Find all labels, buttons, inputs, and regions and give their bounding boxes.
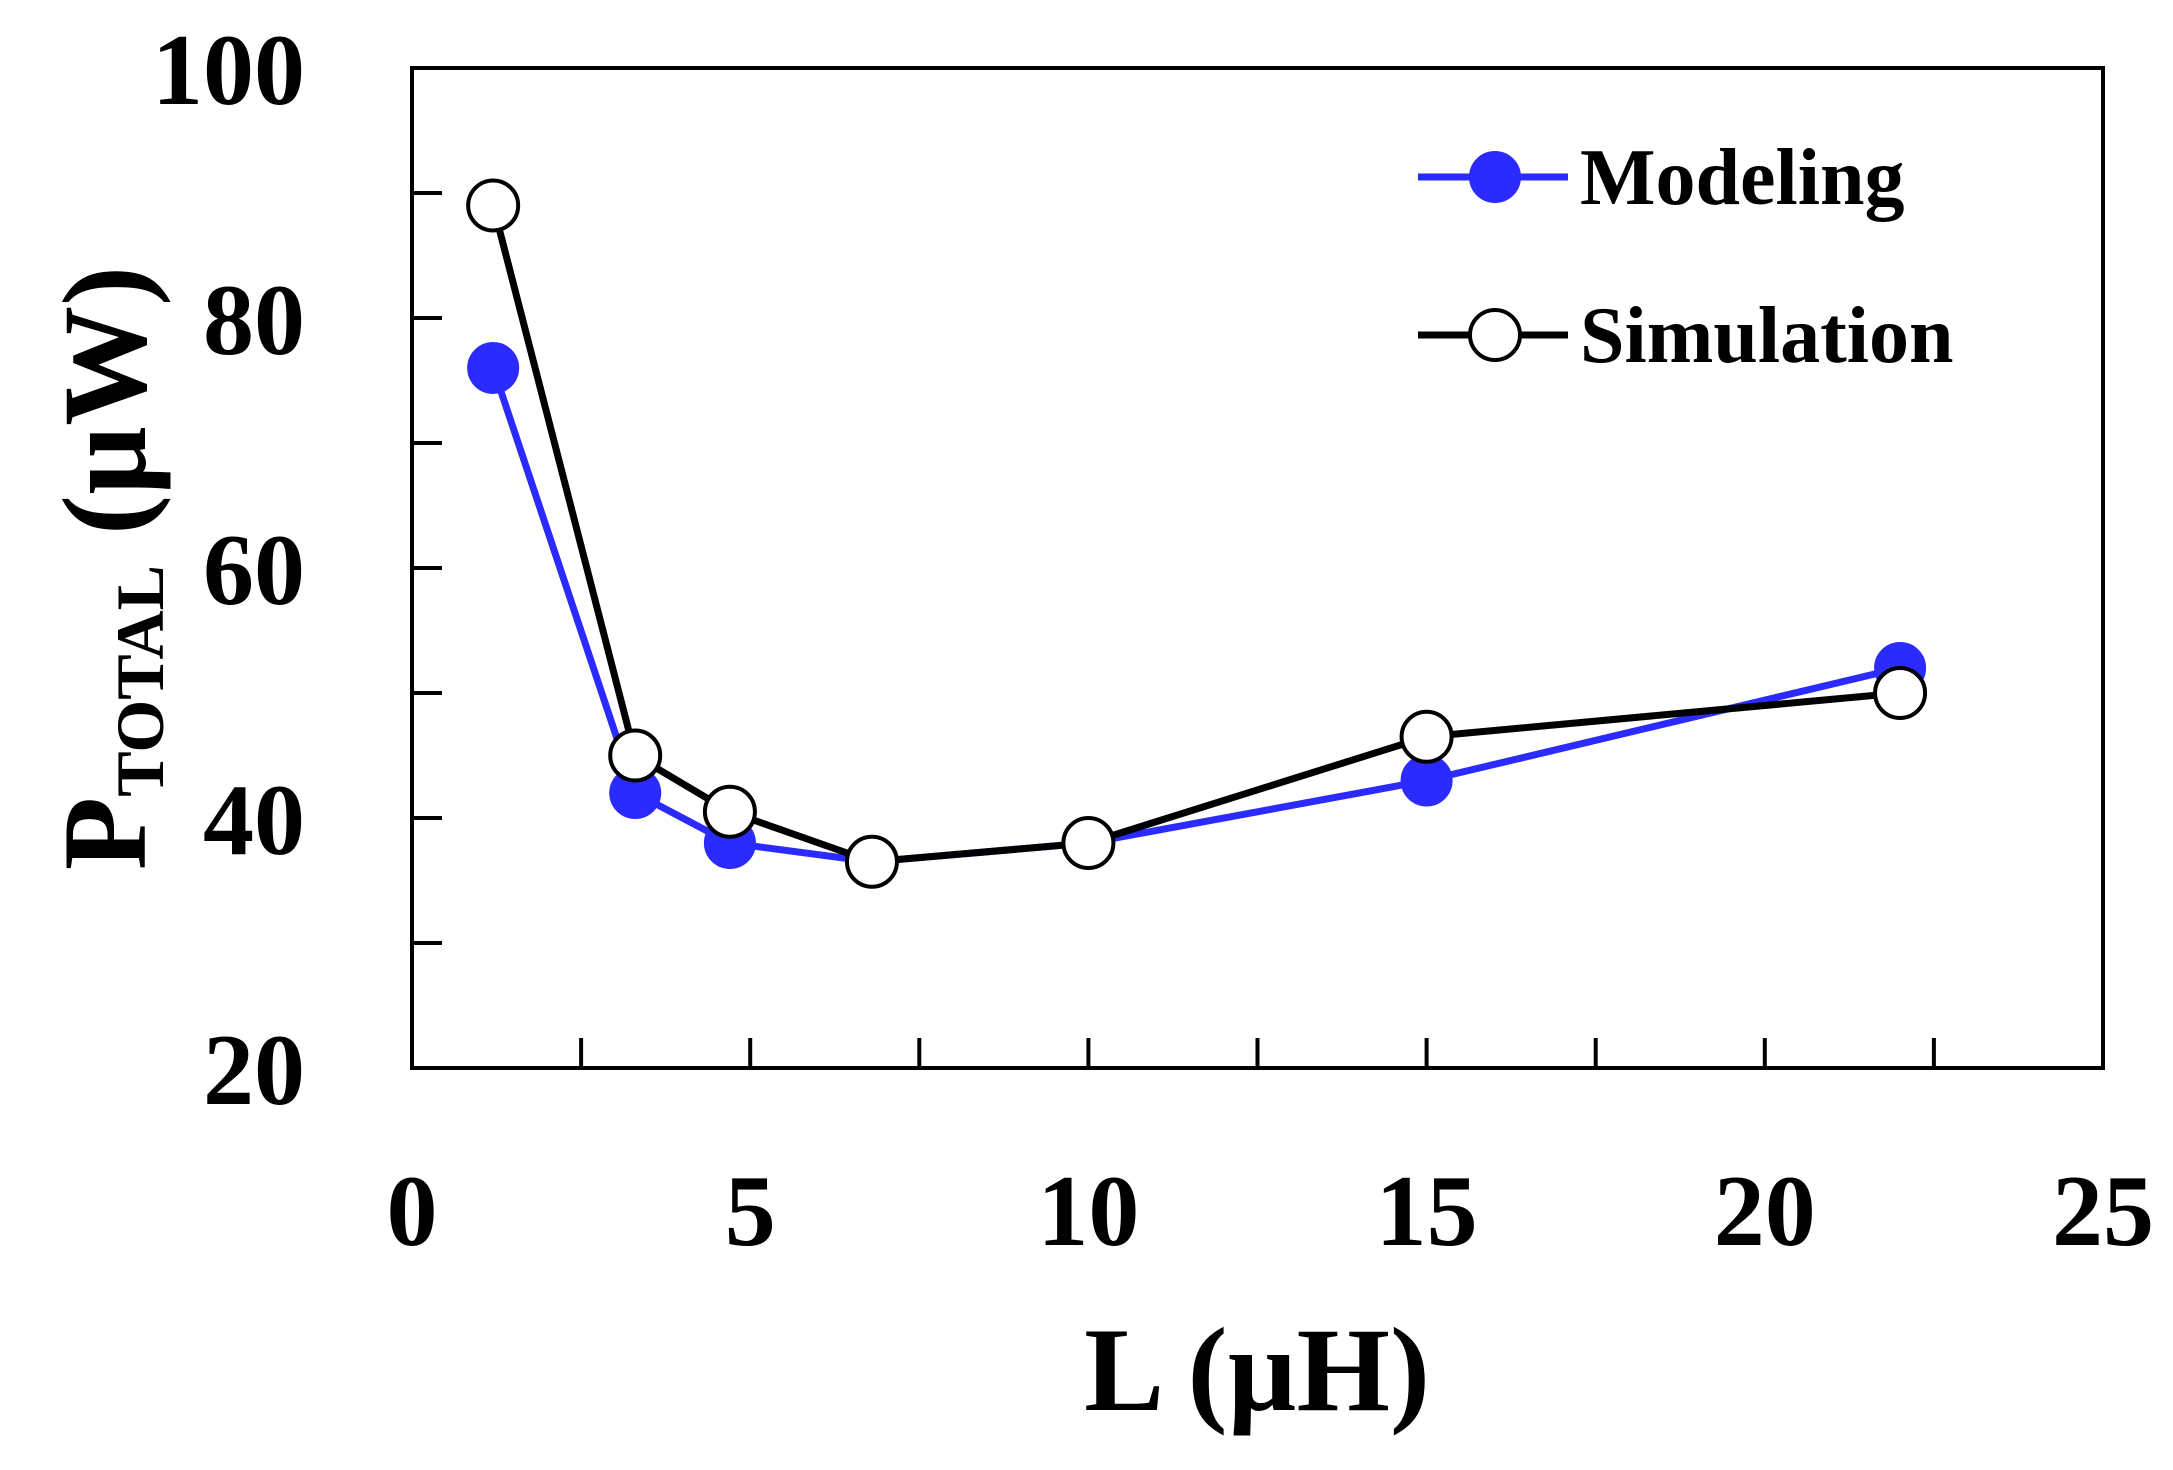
data-point-simulation [1399, 709, 1454, 764]
y-axis-title-subscript: TOTAL [102, 565, 178, 797]
y-tick-label: 60 [203, 514, 305, 627]
data-point-simulation [844, 834, 899, 889]
x-tick-label: 25 [2052, 1155, 2154, 1268]
legend-marker-modeling [1469, 151, 1521, 203]
legend-label-simulation: Simulation [1580, 292, 1953, 380]
x-tick-label: 5 [725, 1155, 776, 1268]
x-tick-label: 0 [387, 1155, 438, 1268]
y-tick-label: 80 [203, 264, 305, 377]
legend-label-modeling: Modeling [1580, 134, 1904, 222]
data-point-simulation [1061, 816, 1116, 870]
series-layer [466, 178, 1928, 889]
x-tick-label: 20 [1714, 1155, 1816, 1268]
y-tick-label: 40 [203, 764, 305, 877]
y-axis-title: PTOTAL (µW) [38, 266, 178, 870]
data-point-simulation [1873, 666, 1928, 720]
legend: Modeling Simulation [1418, 134, 1953, 380]
x-tick-label: 15 [1376, 1155, 1478, 1268]
data-point-simulation [466, 178, 521, 233]
data-point-modeling [467, 342, 520, 394]
y-tick-label: 20 [203, 1014, 305, 1127]
ticks-layer: 0 5 10 15 20 25 20 40 60 80 100 [152, 14, 2154, 1268]
data-point-simulation [608, 728, 663, 783]
legend-marker-simulation [1468, 308, 1522, 362]
y-axis-title-main: P [38, 797, 171, 870]
x-axis-title: L (µH) [1084, 1303, 1430, 1436]
axis-titles: L (µH) PTOTAL (µW) [38, 266, 1430, 1436]
series-line-modeling [489, 366, 1901, 866]
data-point-simulation [702, 784, 757, 839]
x-tick-label: 10 [1037, 1155, 1139, 1268]
y-axis-title-unit: (µW) [38, 266, 171, 565]
y-tick-label: 100 [152, 14, 305, 127]
